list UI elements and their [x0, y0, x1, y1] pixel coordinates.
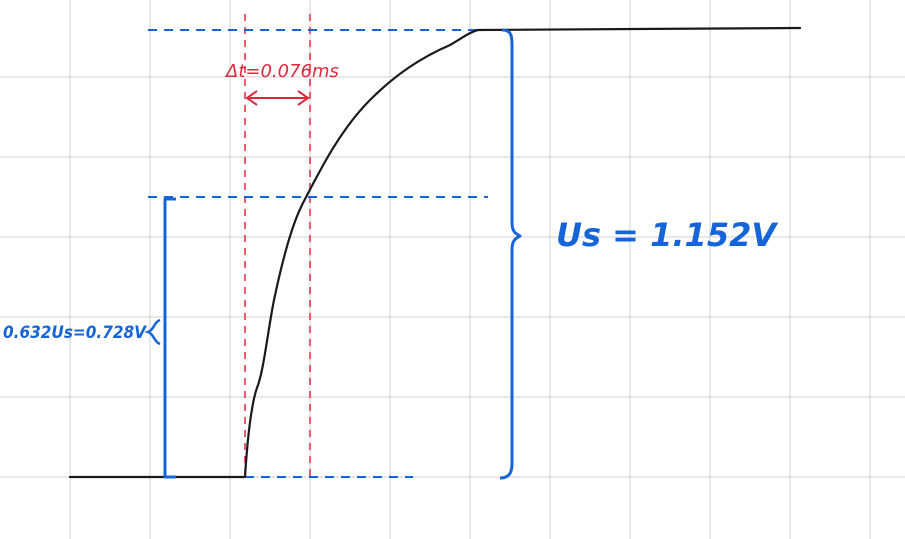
us-label: Us = 1.152V: [556, 216, 778, 254]
delta-t-label: Δt=0.076ms: [224, 61, 339, 82]
delta-t-arrow: [245, 90, 310, 106]
step-response-curve: [68, 26, 802, 479]
tau-level-label: 0.632Us=0.728V: [3, 323, 148, 343]
us-brace: [499, 28, 522, 480]
tau-level-bracket: [144, 197, 176, 479]
